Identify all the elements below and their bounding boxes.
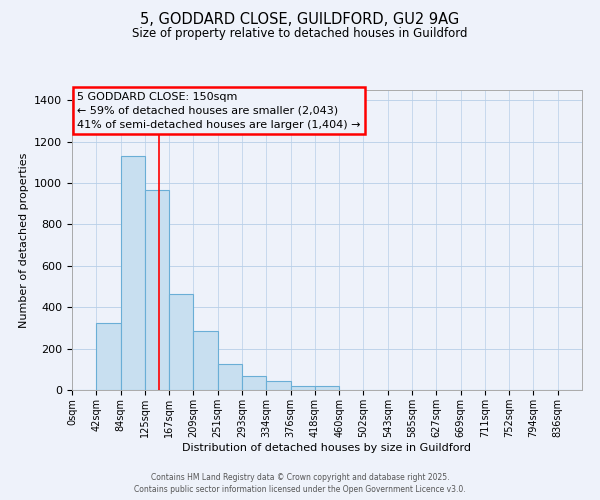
Y-axis label: Number of detached properties: Number of detached properties — [19, 152, 29, 328]
Bar — [169, 294, 193, 390]
X-axis label: Distribution of detached houses by size in Guildford: Distribution of detached houses by size … — [182, 442, 472, 452]
Text: 5, GODDARD CLOSE, GUILDFORD, GU2 9AG: 5, GODDARD CLOSE, GUILDFORD, GU2 9AG — [140, 12, 460, 28]
Bar — [266, 380, 290, 390]
Bar — [121, 156, 145, 390]
Text: Contains public sector information licensed under the Open Government Licence v3: Contains public sector information licen… — [134, 486, 466, 494]
Text: Contains HM Land Registry data © Crown copyright and database right 2025.: Contains HM Land Registry data © Crown c… — [151, 473, 449, 482]
Bar — [193, 331, 218, 390]
Bar — [290, 386, 315, 390]
Bar — [218, 364, 242, 390]
Bar — [145, 190, 169, 390]
Text: Size of property relative to detached houses in Guildford: Size of property relative to detached ho… — [132, 28, 468, 40]
Text: 5 GODDARD CLOSE: 150sqm
← 59% of detached houses are smaller (2,043)
41% of semi: 5 GODDARD CLOSE: 150sqm ← 59% of detache… — [77, 92, 361, 130]
Bar — [315, 386, 339, 390]
Bar — [242, 376, 266, 390]
Bar — [96, 323, 121, 390]
